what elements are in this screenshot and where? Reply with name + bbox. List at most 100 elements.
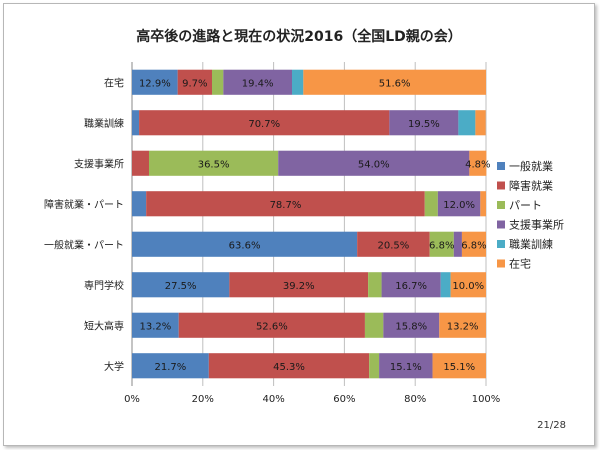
bar-segment xyxy=(146,191,425,217)
bar-segment xyxy=(208,353,370,379)
bar-segment xyxy=(303,69,486,95)
bar-segment xyxy=(364,312,384,338)
bar-segment xyxy=(440,272,451,298)
x-tick-label: 60% xyxy=(333,394,355,405)
legend-swatch xyxy=(497,162,505,170)
page-number: 21/28 xyxy=(537,420,566,431)
data-label: 16.7% xyxy=(395,281,427,292)
bar-segment xyxy=(223,69,293,95)
bar-segment xyxy=(469,150,487,176)
data-label: 52.6% xyxy=(256,321,288,332)
legend-label: 在宅 xyxy=(509,257,531,271)
bar-segment xyxy=(132,272,230,298)
bar-segment xyxy=(132,110,140,136)
bar-segment xyxy=(369,353,380,379)
bar-segment xyxy=(292,69,304,95)
legend-swatch xyxy=(497,181,505,190)
bar-segment xyxy=(368,272,382,298)
category-label: 在宅 xyxy=(104,76,124,89)
category-label: 障害就業・パート xyxy=(44,198,124,211)
data-label: 4.8% xyxy=(465,159,490,170)
bar-segment xyxy=(450,272,486,298)
x-tick-label: 100% xyxy=(472,394,501,405)
x-tick-label: 80% xyxy=(404,394,426,405)
bar-segment xyxy=(139,110,390,136)
bar-segment xyxy=(480,191,486,217)
bar-segment xyxy=(379,353,433,379)
data-label: 6.8% xyxy=(429,240,454,251)
data-label: 15.1% xyxy=(390,362,422,373)
bar-segment xyxy=(381,272,441,298)
bar-segment xyxy=(229,272,369,298)
legend-swatch xyxy=(497,259,505,268)
legend-swatch xyxy=(497,201,505,209)
category-label: 専門学校 xyxy=(84,279,124,292)
legend-label: パート xyxy=(509,199,542,212)
legend-swatch xyxy=(497,220,505,229)
data-label: 19.4% xyxy=(242,78,274,89)
legend-label: 一般就業 xyxy=(509,159,553,173)
bar-segment xyxy=(178,312,365,338)
bar-segment xyxy=(357,231,430,257)
legend-label: 障害就業 xyxy=(509,179,553,193)
bar-segment xyxy=(439,312,486,338)
legend-label: 支援事業所 xyxy=(509,218,564,232)
data-label: 36.5% xyxy=(198,159,230,170)
bar-segment xyxy=(424,191,438,217)
data-label: 63.6% xyxy=(229,240,261,251)
bar-segment xyxy=(212,69,224,95)
data-label: 13.2% xyxy=(139,321,171,332)
bar-segment xyxy=(458,110,476,136)
category-label: 職業訓練 xyxy=(84,117,124,130)
data-label: 54.0% xyxy=(358,159,390,170)
bar-segment xyxy=(177,69,213,95)
data-label: 12.0% xyxy=(443,200,475,211)
bar-segment xyxy=(132,353,209,379)
bar-segment xyxy=(132,231,358,257)
bar-segment xyxy=(437,191,481,217)
bar-segment xyxy=(278,150,470,176)
data-label: 20.5% xyxy=(378,240,410,251)
category-label: 短大高専 xyxy=(84,319,124,332)
bar-segment xyxy=(432,353,486,379)
data-label: 10.0% xyxy=(452,281,484,292)
data-labels: 21.7% 45.3% 15.1% 15.1% 13.2% 52.6% 15.8% 13.2%… xyxy=(139,78,491,373)
data-label: 6.8% xyxy=(461,240,486,251)
slide: 高卒後の進路と現在の状況2016（全国LD親の会） 21.7% 45.3% 15.1… xyxy=(3,3,595,446)
bar-segment xyxy=(132,69,178,95)
bar-segment xyxy=(148,150,279,176)
data-label: 13.2% xyxy=(447,321,479,332)
data-label: 27.5% xyxy=(165,281,197,292)
data-label: 39.2% xyxy=(283,281,315,292)
stacked-bar-chart: 高卒後の進路と現在の状況2016（全国LD親の会） 21.7% 45.3% 15.1… xyxy=(44,28,564,405)
bar-segment xyxy=(389,110,459,136)
data-label: 51.6% xyxy=(379,78,411,89)
data-label: 21.7% xyxy=(155,362,187,373)
data-label: 15.1% xyxy=(443,362,475,373)
data-label: 19.5% xyxy=(408,119,440,130)
bar-segment xyxy=(429,231,454,257)
data-label: 15.8% xyxy=(395,321,427,332)
data-label: 45.3% xyxy=(273,362,305,373)
data-label: 70.7% xyxy=(248,119,280,130)
chart-title: 高卒後の進路と現在の状況2016（全国LD親の会） xyxy=(136,28,462,45)
x-tick-label: 40% xyxy=(262,394,284,405)
bar-segment xyxy=(132,191,147,217)
bars xyxy=(132,69,487,379)
x-tick-labels: 0% 20% 40% 60% 80% 100% xyxy=(124,394,500,405)
bar-segment xyxy=(453,231,462,257)
x-tick-label: 20% xyxy=(192,394,214,405)
bar-segment xyxy=(132,312,179,338)
data-label: 9.7% xyxy=(182,78,207,89)
data-label: 78.7% xyxy=(270,200,302,211)
category-label: 支援事業所 xyxy=(74,157,124,170)
legend-label: 職業訓練 xyxy=(509,237,553,251)
category-label: 一般就業・パート xyxy=(44,238,124,251)
category-label: 大学 xyxy=(104,360,124,373)
data-label: 12.9% xyxy=(139,78,171,89)
bar-segment xyxy=(383,312,440,338)
bar-segment xyxy=(461,231,486,257)
bar-segment xyxy=(132,150,149,176)
